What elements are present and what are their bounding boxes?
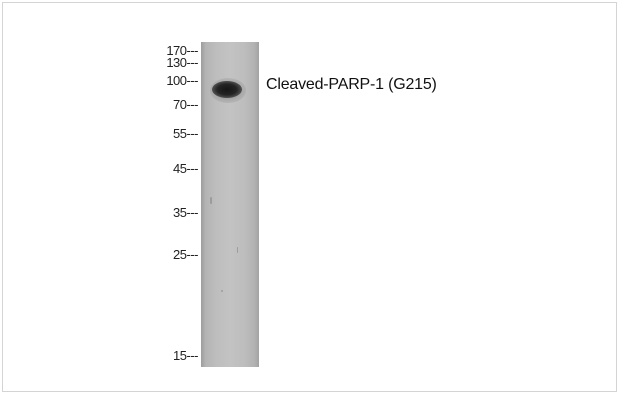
marker-55: 55---: [173, 126, 198, 141]
lane-speck: [237, 247, 238, 253]
protein-band: [212, 81, 242, 98]
marker-130: 130---: [166, 55, 198, 70]
lane-speck: [221, 290, 223, 292]
lane-speck: [210, 197, 212, 204]
band-label: Cleaved-PARP-1 (G215): [266, 76, 437, 93]
marker-35: 35---: [173, 205, 198, 220]
marker-170: 170---: [166, 43, 198, 58]
marker-15: 15---: [173, 348, 198, 363]
marker-100: 100---: [166, 73, 198, 88]
marker-70: 70---: [173, 97, 198, 112]
marker-45: 45---: [173, 161, 198, 176]
figure-frame: [2, 2, 617, 392]
marker-25: 25---: [173, 247, 198, 262]
